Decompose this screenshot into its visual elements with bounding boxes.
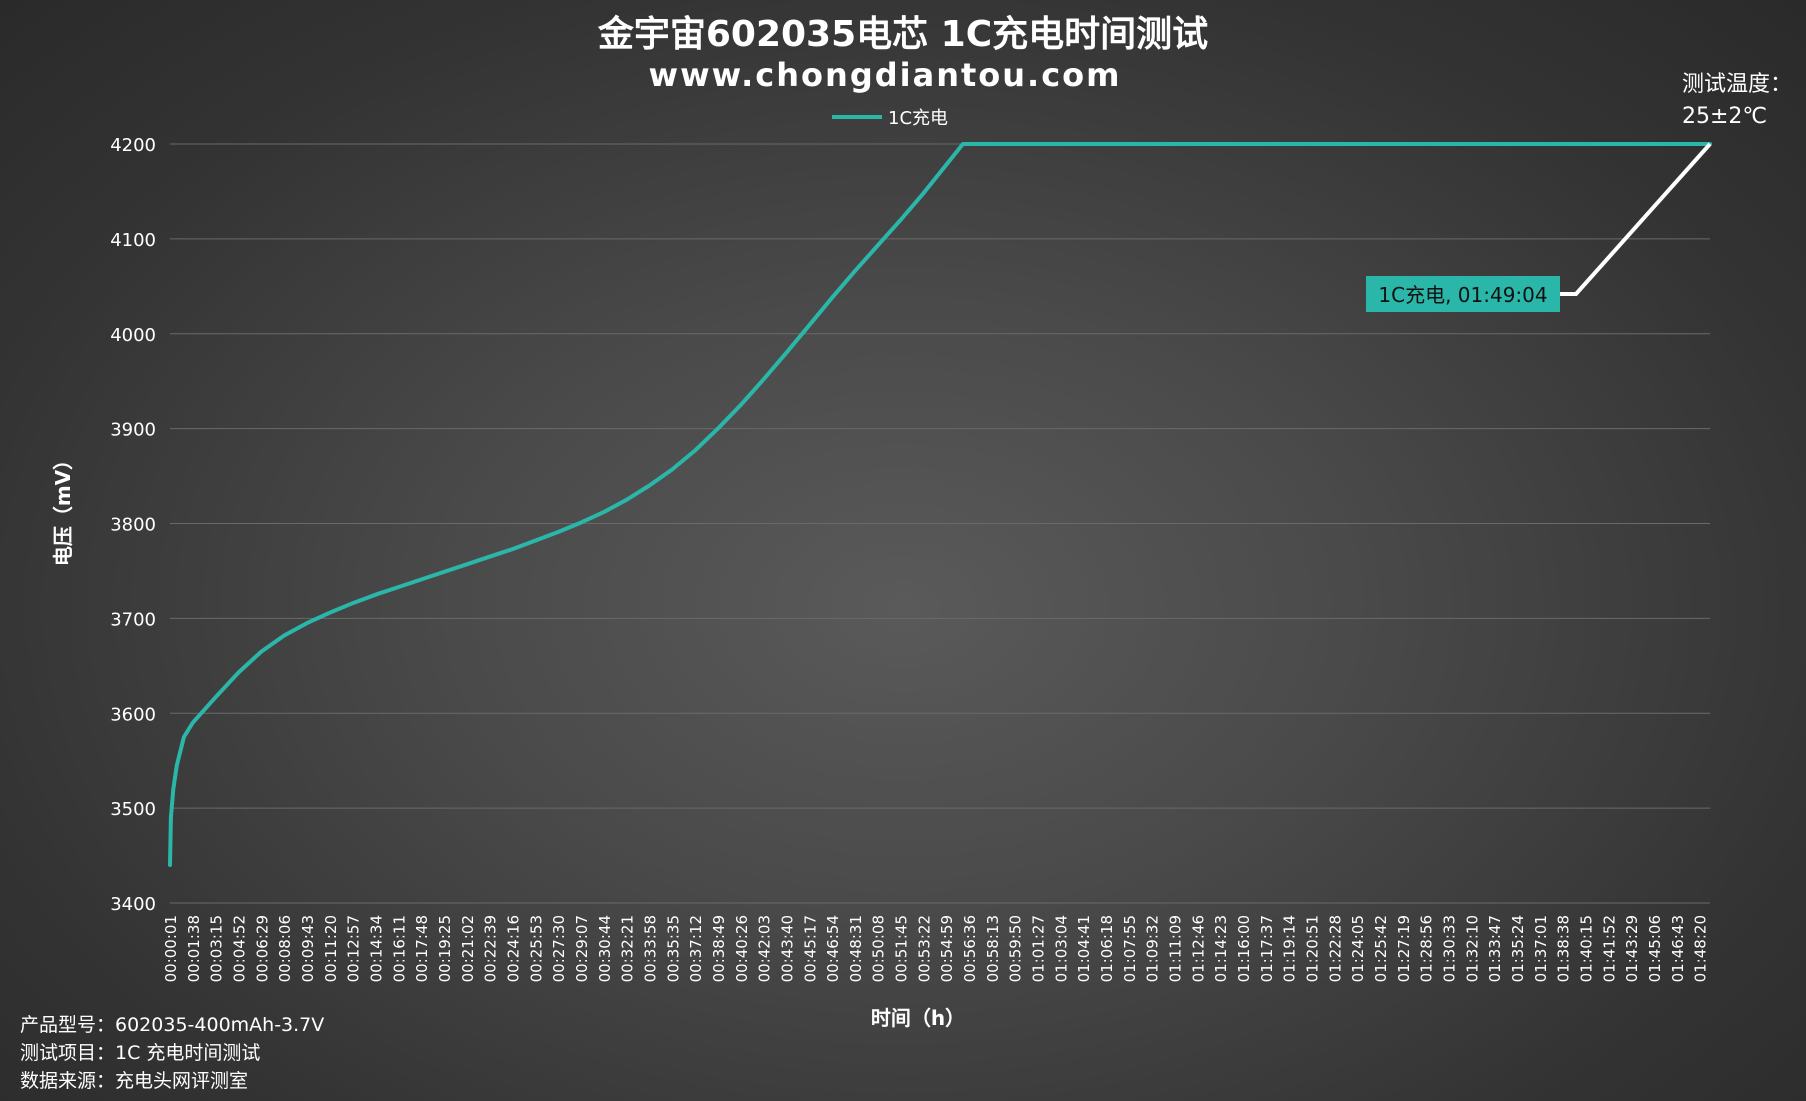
temperature-label: 测试温度： 25±2℃ [1682, 66, 1792, 129]
x-tick-label: 01:17:37 [1258, 915, 1276, 982]
x-tick-label: 01:14:23 [1212, 915, 1230, 982]
x-tick-label: 01:48:20 [1692, 915, 1710, 982]
x-tick-label: 01:22:28 [1326, 915, 1344, 982]
x-tick-label: 00:33:58 [641, 915, 659, 982]
x-tick-label: 01:33:47 [1486, 915, 1504, 982]
x-tick-label: 01:25:42 [1372, 915, 1390, 982]
y-tick-label: 3700 [110, 609, 156, 630]
x-tick-label: 00:19:25 [436, 915, 454, 982]
x-tick-label: 00:54:59 [938, 915, 956, 982]
annotation-label: 1C充电, 01:49:04 [1378, 283, 1547, 307]
x-tick-label: 01:09:32 [1144, 915, 1162, 982]
x-tick-label: 01:37:01 [1532, 915, 1550, 982]
temperature-value: 25±2℃ [1682, 104, 1768, 129]
annotation-leader-line [1560, 142, 1712, 296]
x-tick-label: 00:25:53 [527, 915, 545, 982]
chart-subtitle: www.chongdiantou.com [649, 56, 1122, 94]
x-tick-label: 01:30:33 [1441, 915, 1459, 982]
x-tick-label: 01:07:55 [1121, 915, 1139, 982]
x-tick-label: 00:58:13 [984, 915, 1002, 982]
x-tick-label: 01:27:19 [1395, 915, 1413, 982]
x-tick-label: 01:38:38 [1555, 915, 1573, 982]
x-tick-label: 00:40:26 [733, 915, 751, 982]
chart-title: 金宇宙602035电芯 1C充电时间测试 [597, 13, 1208, 55]
x-axis-ticks: 00:00:01 00:01:38 00:03:15 00:04:52 00:06:29… [162, 915, 1710, 982]
x-tick-label: 00:37:12 [687, 915, 705, 982]
x-tick-label: 00:16:11 [390, 915, 408, 982]
x-tick-label: 01:16:00 [1235, 915, 1253, 982]
x-tick-label: 01:46:43 [1669, 915, 1687, 982]
x-tick-label: 00:51:45 [893, 915, 911, 982]
y-tick-label: 3400 [110, 894, 156, 915]
y-tick-label: 3500 [110, 799, 156, 820]
x-tick-label: 00:04:52 [230, 915, 248, 982]
x-tick-label: 01:04:41 [1075, 915, 1093, 982]
x-tick-label: 00:08:06 [276, 915, 294, 982]
x-tick-label: 01:01:27 [1030, 915, 1048, 982]
y-tick-label: 3600 [110, 704, 156, 725]
info-test-item: 测试项目：1C 充电时间测试 [20, 1042, 261, 1064]
x-tick-label: 00:03:15 [208, 915, 226, 982]
x-tick-label: 00:21:02 [459, 915, 477, 982]
x-axis-label: 时间（h） [871, 1006, 965, 1030]
legend-label: 1C充电 [888, 108, 948, 129]
y-tick-label: 4200 [110, 135, 156, 156]
x-tick-label: 01:12:46 [1189, 915, 1207, 982]
x-tick-label: 00:56:36 [961, 915, 979, 982]
y-tick-label: 3800 [110, 515, 156, 536]
x-tick-label: 00:43:40 [778, 915, 796, 982]
x-tick-label: 00:24:16 [504, 915, 522, 982]
x-tick-label: 00:38:49 [710, 915, 728, 982]
annotation-box [1366, 276, 1560, 312]
x-tick-label: 00:59:50 [1007, 915, 1025, 982]
x-tick-label: 01:24:05 [1349, 915, 1367, 982]
x-tick-label: 01:06:18 [1098, 915, 1116, 982]
x-tick-label: 00:09:43 [299, 915, 317, 982]
x-tick-label: 00:32:21 [619, 915, 637, 982]
x-tick-label: 01:40:15 [1577, 915, 1595, 982]
x-tick-label: 00:12:57 [345, 915, 363, 982]
x-tick-label: 01:19:14 [1281, 915, 1299, 982]
temperature-title: 测试温度： [1682, 72, 1793, 97]
x-tick-label: 00:42:03 [756, 915, 774, 982]
x-tick-label: 01:45:06 [1646, 915, 1664, 982]
x-tick-label: 00:35:35 [664, 915, 682, 982]
x-tick-label: 01:35:24 [1509, 915, 1527, 982]
info-data-source: 数据来源：充电头网评测室 [20, 1070, 249, 1092]
x-tick-label: 00:29:07 [573, 915, 591, 982]
x-tick-label: 00:30:44 [596, 915, 614, 982]
series-line-1c-charge [168, 142, 1712, 867]
x-tick-label: 00:53:22 [915, 915, 933, 982]
y-axis-ticks: 3400 3500 3600 3700 3800 3900 4000 4100 4200 [110, 135, 156, 915]
x-tick-label: 00:46:54 [824, 915, 842, 982]
y-tick-label: 4100 [110, 230, 156, 251]
x-tick-label: 01:41:52 [1600, 915, 1618, 982]
x-tick-label: 00:14:34 [367, 915, 385, 982]
info-model: 产品型号：602035-400mAh-3.7V [20, 1014, 325, 1036]
grid-lines [170, 143, 1710, 904]
y-axis-label: 电压（mV） [51, 450, 75, 566]
x-tick-label: 01:32:10 [1463, 915, 1481, 982]
legend: 1C充电 [832, 108, 948, 129]
series-layer [168, 142, 1712, 867]
x-tick-label: 00:11:20 [322, 915, 340, 982]
x-tick-label: 00:17:48 [413, 915, 431, 982]
x-tick-label: 00:01:38 [185, 915, 203, 982]
x-tick-label: 00:00:01 [162, 915, 180, 982]
x-tick-label: 01:03:04 [1052, 915, 1070, 982]
x-tick-label: 01:11:09 [1167, 915, 1185, 982]
y-tick-label: 4000 [110, 325, 156, 346]
x-tick-label: 01:28:56 [1418, 915, 1436, 982]
x-tick-label: 01:20:51 [1304, 915, 1322, 982]
x-tick-label: 00:48:31 [847, 915, 865, 982]
x-tick-label: 00:22:39 [482, 915, 500, 982]
annotation-layer: 1C充电, 01:49:04 [1366, 142, 1712, 312]
x-tick-label: 00:45:17 [801, 915, 819, 982]
x-tick-label: 00:27:30 [550, 915, 568, 982]
x-tick-label: 01:43:29 [1623, 915, 1641, 982]
x-tick-label: 00:50:08 [870, 915, 888, 982]
y-tick-label: 3900 [110, 420, 156, 441]
x-tick-label: 00:06:29 [253, 915, 271, 982]
